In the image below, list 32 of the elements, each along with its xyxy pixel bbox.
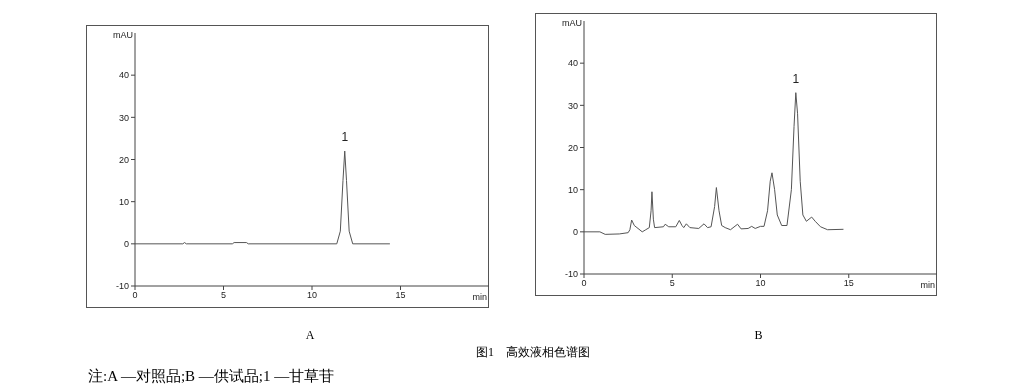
x-axis-title: min — [920, 280, 935, 290]
y-tick-label: 30 — [567, 100, 578, 111]
y-tick-label: 40 — [567, 58, 578, 69]
y-tick-label: 0 — [572, 227, 578, 238]
y-tick-label: 20 — [567, 142, 578, 153]
x-axis-title: min — [472, 292, 487, 302]
x-tick-label: 0 — [581, 278, 587, 289]
y-tick-label: 10 — [567, 184, 578, 195]
y-axis-title: mAU — [562, 18, 582, 28]
line-series — [135, 150, 391, 245]
annotation: 1 — [341, 130, 349, 145]
y-tick-label: 0 — [123, 239, 129, 250]
y-tick-label: 30 — [118, 112, 129, 123]
x-tick-label: 10 — [306, 290, 318, 301]
x-tick-label: 5 — [669, 278, 675, 289]
y-tick-label: -10 — [115, 281, 129, 292]
line-series — [584, 92, 844, 235]
x-tick-label: 15 — [843, 278, 854, 289]
y-tick-label: 20 — [118, 154, 129, 165]
x-tick-label: 15 — [395, 290, 406, 301]
annotation: 1 — [792, 71, 800, 86]
caption: 图1 高效液相色谱图 — [475, 344, 591, 361]
y-tick-label: -10 — [564, 269, 578, 280]
text: A — [304, 328, 316, 343]
text: B — [753, 328, 764, 343]
y-axis-title: mAU — [113, 30, 133, 40]
x-tick-label: 10 — [755, 278, 766, 289]
x-tick-label: 0 — [132, 290, 138, 301]
text: 注:A —对照品;B —供试品;1 —甘草苷 — [88, 367, 335, 386]
x-tick-label: 5 — [220, 290, 227, 301]
y-tick-label: 10 — [118, 196, 129, 207]
y-tick-label: 40 — [118, 70, 129, 81]
